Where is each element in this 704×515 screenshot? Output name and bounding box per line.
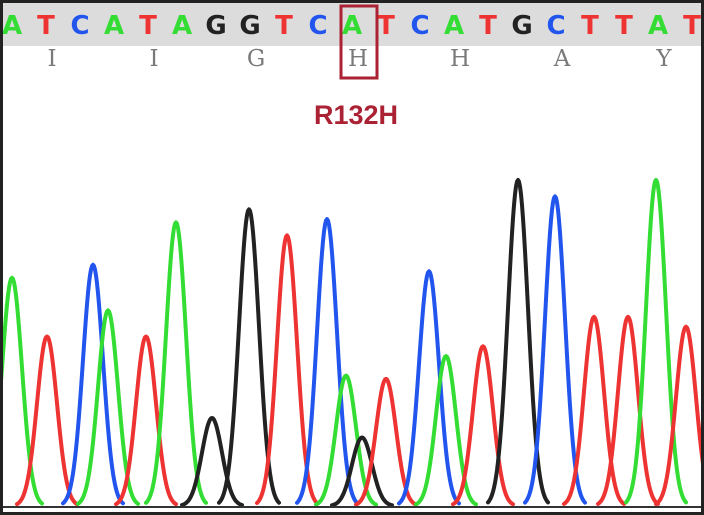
peak-22-T <box>654 324 704 506</box>
base-call-14: A <box>444 11 464 41</box>
mutation-label: R132H <box>314 100 398 130</box>
peak-12-G <box>330 435 394 508</box>
base-call-9: T <box>275 11 293 41</box>
peak-17-G <box>486 178 550 505</box>
base-call-10: C <box>308 11 327 41</box>
trace-plot <box>0 178 704 508</box>
peak-21-A <box>624 178 688 505</box>
amino-acid-5: H <box>450 46 470 72</box>
peak-7-G <box>180 416 244 507</box>
base-call-12: T <box>377 11 395 41</box>
base-call-3: C <box>70 11 89 41</box>
base-call-4: A <box>104 11 124 41</box>
amino-acid-3: G <box>247 46 265 72</box>
peak-15-A <box>414 354 478 507</box>
base-call-1: A <box>2 11 22 41</box>
peak-2-T <box>15 334 79 507</box>
peak-5-T <box>114 334 178 507</box>
mutation-highlight-box <box>339 4 379 80</box>
peak-16-T <box>451 344 515 507</box>
sequence-bar <box>0 0 704 46</box>
base-call-5: T <box>139 11 157 41</box>
peak-6-A <box>144 220 208 505</box>
base-call-11: A <box>342 11 362 41</box>
peak-20-T <box>596 314 660 506</box>
peak-19-T <box>562 314 626 506</box>
base-call-13: C <box>410 11 429 41</box>
base-call-17: C <box>546 11 565 41</box>
amino-acid-1: I <box>47 46 56 72</box>
base-call-8: G <box>239 11 260 41</box>
base-call-20: A <box>648 11 668 41</box>
base-call-21: T <box>683 11 701 41</box>
amino-acid-7: Y <box>655 46 672 72</box>
base-call-7: G <box>205 11 226 41</box>
amino-acid-6: A <box>553 46 571 72</box>
peak-10-C <box>295 217 359 505</box>
base-call-16: G <box>511 11 532 41</box>
peak-14-C <box>397 269 461 506</box>
amino-acid-4: H <box>348 46 368 72</box>
base-call-6: A <box>172 11 192 41</box>
base-call-2: T <box>37 11 55 41</box>
peak-3-C <box>61 262 125 506</box>
base-call-19: T <box>615 11 633 41</box>
peak-1-A <box>0 275 44 506</box>
amino-acid-2: I <box>149 46 158 72</box>
base-call-18: T <box>581 11 599 41</box>
base-call-15: T <box>479 11 497 41</box>
